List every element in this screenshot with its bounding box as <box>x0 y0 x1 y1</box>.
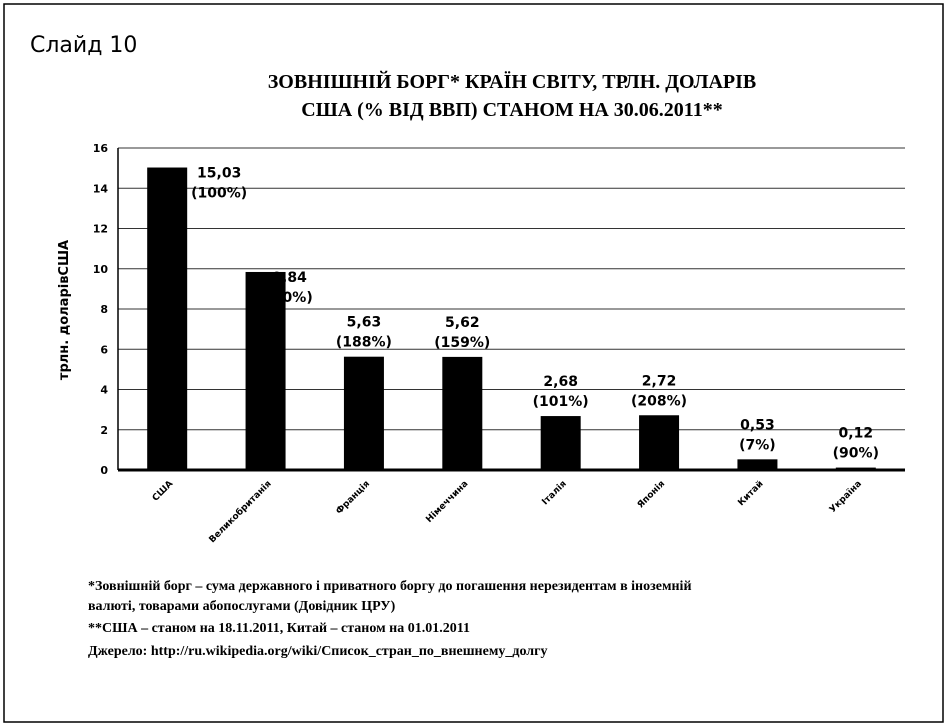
y-tick-label: 8 <box>100 303 108 316</box>
data-label: (159%) <box>434 335 490 351</box>
bar <box>147 167 188 471</box>
y-axis-label: трлн. доларівСША <box>57 240 72 380</box>
data-label: (188%) <box>336 335 392 351</box>
data-label: (80%) <box>266 290 312 306</box>
data-label: (7%) <box>739 437 776 453</box>
bar <box>343 356 384 470</box>
data-label: 5,62 <box>445 315 480 331</box>
chart-title: ЗОВНІШНІЙ БОРГ* КРАЇН СВІТУ, ТРЛН. ДОЛАР… <box>268 70 757 93</box>
y-tick-label: 6 <box>100 343 108 356</box>
data-label: 9,84 <box>272 270 307 286</box>
y-tick-label: 10 <box>93 263 109 276</box>
data-label: 2,72 <box>642 373 677 389</box>
bar <box>245 271 286 470</box>
y-tick-label: 16 <box>93 142 109 155</box>
data-label: (90%) <box>833 446 879 462</box>
y-tick-label: 4 <box>100 384 108 397</box>
data-label: 0,53 <box>740 417 775 433</box>
bar <box>737 459 778 470</box>
bar <box>540 416 581 470</box>
data-label: 2,68 <box>543 374 578 390</box>
note: **США – станом на 18.11.2011, Китай – ст… <box>88 621 470 636</box>
note: Джерело: http://ru.wikipedia.org/wiki/Сп… <box>88 644 547 659</box>
bar <box>442 356 483 470</box>
y-tick-label: 2 <box>100 424 108 437</box>
data-label: 5,63 <box>347 315 382 331</box>
data-label: (100%) <box>191 186 247 202</box>
data-label: (101%) <box>533 394 589 410</box>
note: валюті, товарами абопослугами (Довідник … <box>88 599 396 614</box>
y-tick-label: 0 <box>100 464 108 477</box>
bar <box>639 415 680 470</box>
chart-title: США (% ВІД ВВП) СТАНОМ НА 30.06.2011** <box>301 99 722 121</box>
data-label: (208%) <box>631 393 687 409</box>
y-tick-label: 14 <box>93 182 109 195</box>
slide-label: Слайд 10 <box>30 33 137 58</box>
data-label: 15,03 <box>197 166 241 182</box>
data-label: 0,12 <box>839 426 874 442</box>
bar <box>835 467 876 470</box>
note: *Зовнішній борг – сума державного і прив… <box>88 579 692 594</box>
y-tick-label: 12 <box>93 223 108 236</box>
